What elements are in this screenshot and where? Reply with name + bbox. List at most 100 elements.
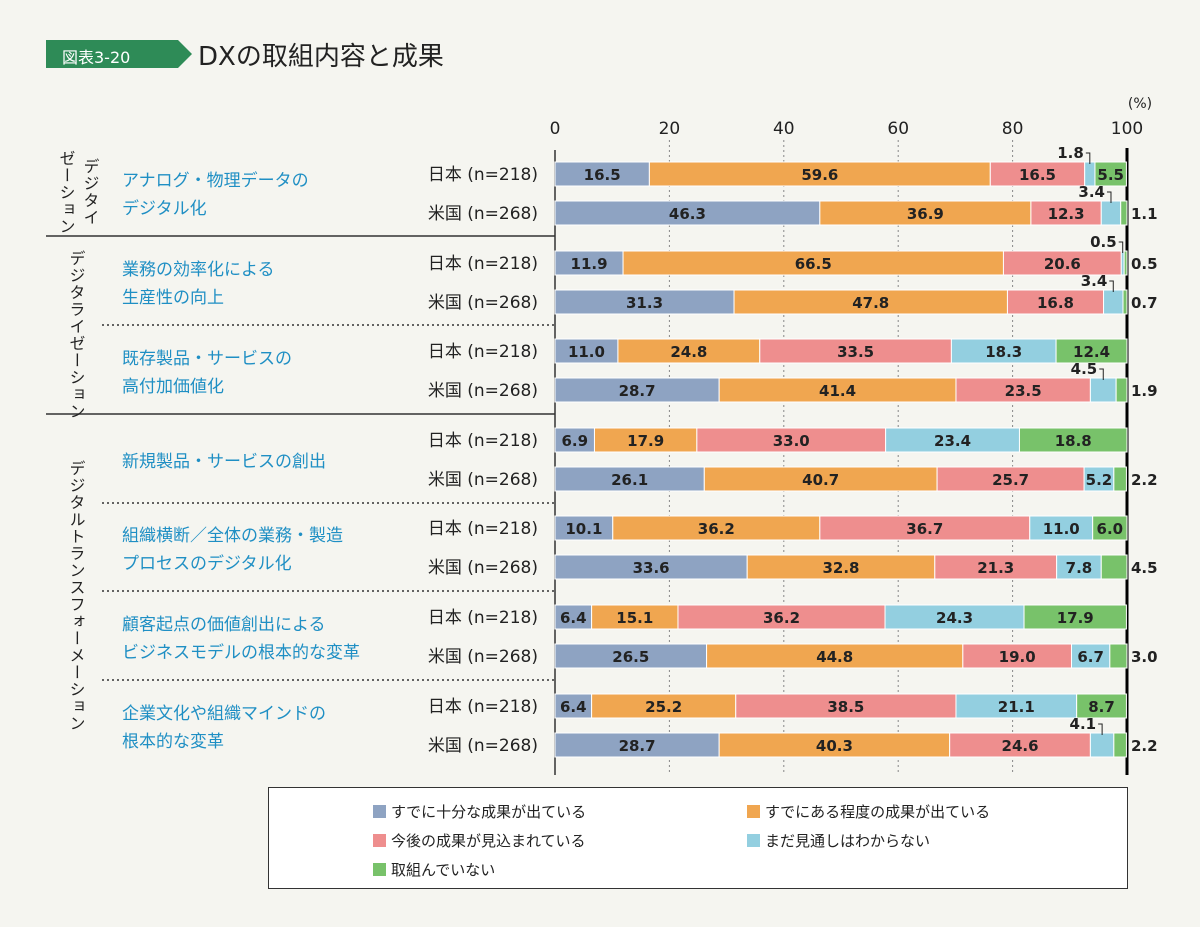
legend-item: すでにある程度の成果が出ている bbox=[747, 801, 990, 822]
bar-segment bbox=[677, 604, 886, 630]
bar-value-label: 0.5 bbox=[1131, 255, 1158, 273]
bar-segment bbox=[1071, 643, 1111, 669]
country-label: 米国 (n=268) bbox=[428, 647, 538, 667]
category-label: 新規製品・サービスの創出 bbox=[122, 452, 326, 472]
bar-value-label: 1.9 bbox=[1131, 382, 1158, 400]
legend: すでに十分な成果が出ている すでにある程度の成果が出ている今後の成果が見込まれてい… bbox=[268, 787, 1128, 889]
legend-label: 今後の成果が見込まれている bbox=[391, 832, 586, 850]
bar-value-label: 18.3 bbox=[985, 343, 1022, 361]
legend-label: まだ見通しはわからない bbox=[765, 832, 931, 850]
group-label: デジタルトランスフォーメーション bbox=[67, 460, 86, 732]
callout-leader bbox=[1085, 152, 1091, 164]
bar-segment bbox=[1115, 377, 1128, 403]
legend-label: すでに十分な成果が出ている bbox=[391, 803, 587, 821]
bar-value-label: 66.5 bbox=[795, 255, 832, 273]
bar-segment bbox=[1018, 427, 1128, 453]
x-tick-label: 20 bbox=[659, 119, 681, 139]
bar-segment bbox=[1113, 466, 1127, 492]
bar-value-label: 1.8 bbox=[1057, 144, 1084, 162]
x-tick-label: 60 bbox=[887, 119, 909, 139]
bar-segment bbox=[1030, 200, 1102, 226]
category-label: 業務の効率化による bbox=[122, 260, 275, 280]
country-label: 米国 (n=268) bbox=[428, 293, 538, 313]
bar-segment bbox=[593, 427, 698, 453]
bar-value-label: 26.1 bbox=[611, 471, 648, 489]
figure-label-tag bbox=[46, 40, 192, 68]
bar-value-label: 17.9 bbox=[1057, 609, 1094, 627]
bar-segment bbox=[554, 466, 705, 492]
bar-value-label: 12.3 bbox=[1048, 205, 1085, 223]
category-label: アナログ・物理データの bbox=[122, 170, 309, 191]
category-label: 顧客起点の価値創出による bbox=[122, 615, 326, 635]
category-label: 根本的な変革 bbox=[122, 732, 224, 752]
bar-segment bbox=[1089, 377, 1117, 403]
bar-segment bbox=[759, 338, 952, 364]
bar-value-label: 59.6 bbox=[801, 166, 838, 184]
bar-segment bbox=[962, 643, 1073, 669]
bar-value-label: 11.9 bbox=[571, 255, 608, 273]
bar-value-label: 6.4 bbox=[560, 698, 587, 716]
bar-segment bbox=[706, 643, 964, 669]
bar-value-label: 10.1 bbox=[565, 520, 602, 538]
bar-segment bbox=[703, 466, 938, 492]
group-label: デジタライゼーション bbox=[67, 250, 86, 420]
bar-value-label: 4.1 bbox=[1070, 715, 1097, 733]
bar-value-label: 16.5 bbox=[584, 166, 621, 184]
figure-label: 図表3-20 bbox=[62, 48, 131, 67]
bar-segment bbox=[989, 161, 1086, 187]
bar-segment bbox=[554, 515, 614, 541]
bar-value-label: 2.2 bbox=[1131, 471, 1158, 489]
callout-leader bbox=[1099, 368, 1104, 380]
bar-value-label: 4.5 bbox=[1131, 559, 1158, 577]
bar-segment bbox=[884, 604, 1025, 630]
bar-segment bbox=[554, 427, 595, 453]
legend-item: 取組んでいない bbox=[373, 859, 495, 880]
category-label: 組織横断／全体の業務・製造 bbox=[122, 526, 343, 546]
bar-value-label: 15.1 bbox=[616, 609, 653, 627]
x-tick-label: 100 bbox=[1111, 119, 1143, 139]
bar-segment bbox=[1023, 604, 1127, 630]
country-label: 日本 (n=218) bbox=[428, 342, 538, 362]
country-label: 米国 (n=268) bbox=[428, 558, 538, 578]
country-label: 日本 (n=218) bbox=[428, 519, 538, 539]
bar-value-label: 8.7 bbox=[1088, 698, 1115, 716]
bar-segment bbox=[1123, 250, 1128, 276]
legend-swatch bbox=[373, 863, 386, 876]
bar-segment bbox=[554, 250, 624, 276]
bar-segment bbox=[1109, 643, 1128, 669]
bar-segment bbox=[1122, 289, 1128, 315]
bar-segment bbox=[819, 200, 1032, 226]
bar-value-label: 20.6 bbox=[1044, 255, 1081, 273]
bar-segment bbox=[955, 693, 1078, 719]
chart: (%) 0 20 40 60 80 100 デジタイゼーションデジタライゼーションデジタルトラ… bbox=[46, 96, 1158, 775]
bar-value-label: 6.4 bbox=[560, 609, 587, 627]
x-tick-label: 0 bbox=[550, 119, 561, 139]
bar-value-label: 33.0 bbox=[773, 432, 810, 450]
bar-value-label: 12.4 bbox=[1073, 343, 1110, 361]
category-label: プロセスのデジタル化 bbox=[122, 553, 292, 574]
bar-value-label: 5.2 bbox=[1086, 471, 1113, 489]
bar-segment bbox=[1083, 466, 1115, 492]
callout-leader bbox=[1106, 191, 1112, 203]
bar-value-label: 3.4 bbox=[1078, 183, 1105, 201]
bar-value-label: 38.5 bbox=[827, 698, 864, 716]
bar-value-label: 23.5 bbox=[1005, 382, 1042, 400]
bar-value-label: 47.8 bbox=[852, 294, 889, 312]
bar-segment bbox=[1076, 693, 1127, 719]
category-label: 生産性の向上 bbox=[122, 288, 224, 308]
bar-value-label: 24.6 bbox=[1002, 737, 1039, 755]
bar-value-label: 17.9 bbox=[627, 432, 664, 450]
bar-value-label: 25.2 bbox=[645, 698, 682, 716]
bar-value-label: 26.5 bbox=[612, 648, 649, 666]
legend-item: 今後の成果が見込まれている bbox=[373, 830, 586, 851]
bar-value-label: 4.5 bbox=[1071, 360, 1098, 378]
bar-segment bbox=[1103, 289, 1124, 315]
bar-value-label: 16.5 bbox=[1019, 166, 1056, 184]
bar-value-label: 21.1 bbox=[998, 698, 1035, 716]
bar-segment bbox=[1092, 515, 1128, 541]
bar-segment bbox=[554, 732, 720, 758]
bar-segment bbox=[950, 338, 1057, 364]
bar-value-label: 33.5 bbox=[837, 343, 874, 361]
country-label: 米国 (n=268) bbox=[428, 736, 538, 756]
